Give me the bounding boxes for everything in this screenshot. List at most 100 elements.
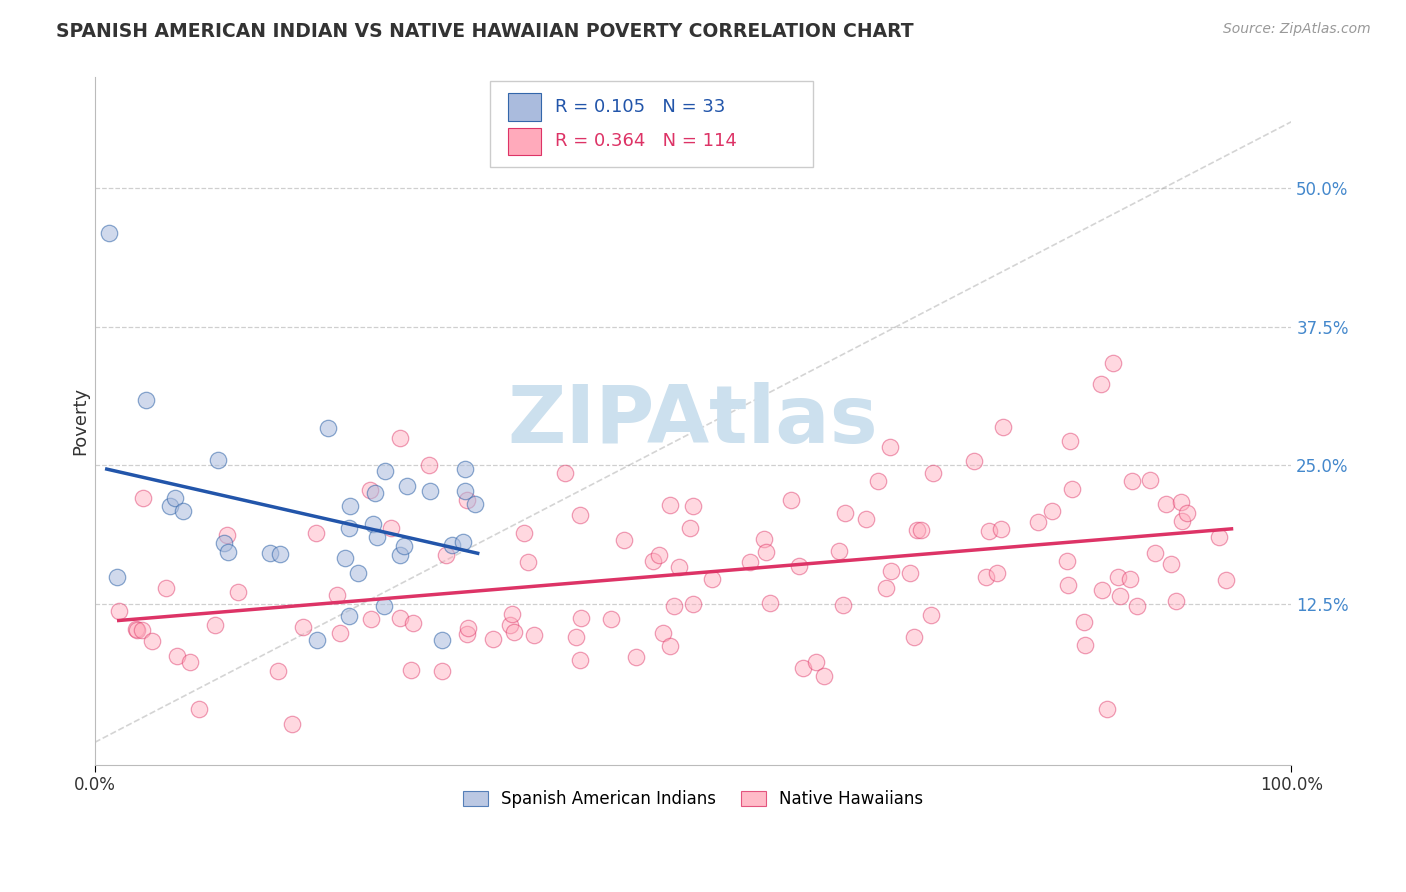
Point — [481, 632, 503, 646]
Point — [652, 626, 675, 640]
Point — [921, 466, 943, 480]
Point — [1026, 515, 1049, 529]
Point — [430, 664, 453, 678]
Point — [855, 512, 877, 526]
Point — [990, 522, 1012, 536]
Point — [388, 431, 411, 445]
Point — [453, 461, 475, 475]
Point — [1101, 356, 1123, 370]
Point — [759, 596, 782, 610]
Point — [752, 532, 775, 546]
FancyBboxPatch shape — [508, 128, 541, 155]
Point — [456, 493, 478, 508]
Point — [204, 618, 226, 632]
Point — [457, 621, 479, 635]
Point — [359, 483, 381, 497]
Point — [436, 548, 458, 562]
Point — [963, 454, 986, 468]
Point — [305, 526, 328, 541]
Point — [875, 582, 897, 596]
Point — [402, 615, 425, 630]
Point — [503, 624, 526, 639]
Point — [787, 559, 810, 574]
Point — [910, 523, 932, 537]
Point — [499, 618, 522, 632]
Point — [347, 566, 370, 580]
Point — [464, 497, 486, 511]
Point — [643, 554, 665, 568]
Point — [141, 633, 163, 648]
Point — [832, 598, 855, 612]
Point — [866, 475, 889, 489]
Point — [172, 504, 194, 518]
Point — [1107, 570, 1129, 584]
Point — [501, 607, 523, 621]
Point — [325, 588, 347, 602]
Point — [991, 420, 1014, 434]
Point — [188, 702, 211, 716]
Point — [568, 653, 591, 667]
Point — [668, 560, 690, 574]
Point — [986, 566, 1008, 580]
Point — [399, 663, 422, 677]
Point — [658, 498, 681, 512]
Point — [679, 521, 702, 535]
Point — [339, 499, 361, 513]
Point — [1121, 475, 1143, 489]
Point — [1160, 558, 1182, 572]
Point — [389, 548, 412, 562]
Point — [898, 566, 921, 580]
Point — [1119, 572, 1142, 586]
Point — [1215, 573, 1237, 587]
Point — [166, 648, 188, 663]
Point — [1175, 506, 1198, 520]
Point — [1090, 376, 1112, 391]
Point — [1164, 594, 1187, 608]
Point — [1156, 497, 1178, 511]
Point — [337, 608, 360, 623]
Point — [565, 630, 588, 644]
Text: Source: ZipAtlas.com: Source: ZipAtlas.com — [1223, 22, 1371, 37]
Point — [108, 604, 131, 618]
Point — [1091, 582, 1114, 597]
Point — [179, 656, 201, 670]
Point — [269, 547, 291, 561]
Point — [1040, 503, 1063, 517]
Point — [329, 625, 352, 640]
Point — [523, 628, 546, 642]
Point — [1059, 434, 1081, 449]
Y-axis label: Poverty: Poverty — [72, 387, 89, 455]
Legend: Spanish American Indians, Native Hawaiians: Spanish American Indians, Native Hawaiia… — [456, 783, 931, 814]
Point — [516, 555, 538, 569]
Point — [131, 624, 153, 638]
Point — [380, 521, 402, 535]
Point — [392, 539, 415, 553]
Point — [1056, 554, 1078, 568]
Point — [792, 661, 814, 675]
Point — [364, 486, 387, 500]
Point — [259, 546, 281, 560]
Point — [127, 623, 149, 637]
Point — [569, 611, 592, 625]
Point — [124, 622, 146, 636]
Point — [267, 664, 290, 678]
Point — [419, 483, 441, 498]
Point — [307, 632, 329, 647]
Text: R = 0.364   N = 114: R = 0.364 N = 114 — [555, 132, 737, 151]
Point — [333, 550, 356, 565]
Text: R = 0.105   N = 33: R = 0.105 N = 33 — [555, 98, 725, 116]
Point — [1109, 589, 1132, 603]
Point — [662, 599, 685, 613]
Point — [1073, 615, 1095, 629]
Point — [226, 585, 249, 599]
Point — [418, 458, 440, 472]
Point — [373, 599, 395, 614]
Point — [366, 529, 388, 543]
Point — [337, 521, 360, 535]
Point — [880, 565, 903, 579]
Point — [135, 392, 157, 407]
Point — [905, 523, 928, 537]
Point — [440, 538, 463, 552]
Point — [903, 630, 925, 644]
FancyBboxPatch shape — [489, 81, 813, 167]
